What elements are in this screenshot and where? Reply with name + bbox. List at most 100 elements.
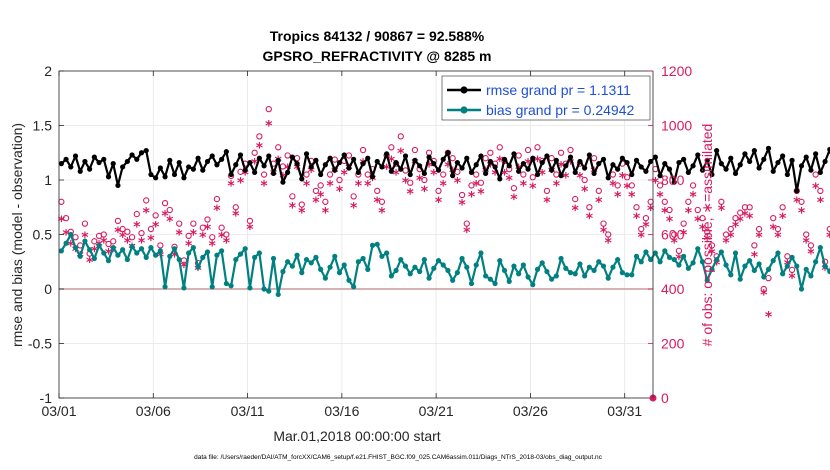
bias-point <box>110 244 116 251</box>
obs-possible-point <box>223 231 230 238</box>
obs-possible-point <box>600 220 607 227</box>
rmse-point <box>440 156 446 162</box>
bias-point <box>228 283 234 289</box>
obs-possible-point <box>666 206 673 214</box>
bias-point <box>96 242 102 248</box>
obs-possible-point <box>275 144 282 151</box>
bias-point <box>798 286 805 292</box>
rmse-point <box>544 153 550 159</box>
bias-point <box>817 244 823 251</box>
bias-point <box>718 249 724 255</box>
y-tick-label: 2 <box>44 63 52 79</box>
x-tick-label: 03/16 <box>324 403 359 419</box>
obs-assimilated-point: * <box>463 225 471 241</box>
obs-assimilated-point: * <box>751 249 759 265</box>
rmse-point <box>360 161 366 167</box>
obs-possible-point <box>421 176 428 184</box>
obs-possible-point <box>232 204 239 211</box>
obs-assimilated-point: * <box>543 195 551 211</box>
obs-possible-point <box>817 187 824 195</box>
obs-assimilated-point: * <box>312 195 320 211</box>
rmse-point <box>454 159 460 166</box>
obs-possible-point <box>213 195 221 203</box>
rmse-point <box>666 166 673 172</box>
rmse-point <box>572 169 578 175</box>
rmse-point <box>303 151 310 157</box>
obs-assimilated-point: * <box>105 247 113 263</box>
bias-point <box>289 263 295 269</box>
bias-point <box>544 268 550 275</box>
legend: rmse grand pr = 1.1311 bias grand pr = 0… <box>441 75 651 121</box>
rmse-point <box>761 156 767 162</box>
bias-point <box>690 260 696 266</box>
obs-possible-point <box>143 197 150 204</box>
rmse-point <box>280 179 286 185</box>
obs-possible-point <box>708 242 716 249</box>
obs-possible-point <box>765 274 772 282</box>
obs-assimilated-point: * <box>194 263 202 279</box>
rmse-point <box>365 155 371 161</box>
obs-assimilated-point: * <box>666 214 674 230</box>
bias-point <box>261 286 267 292</box>
obs-assimilated-point: * <box>704 233 712 249</box>
obs-possible-point <box>458 191 466 199</box>
obs-assimilated-point: * <box>708 247 716 263</box>
bias-point <box>138 246 145 252</box>
obs-assimilated-point: * <box>124 236 132 252</box>
obs-possible-point <box>317 182 324 189</box>
obs-assimilated-point: * <box>378 206 386 222</box>
obs-assimilated-point: * <box>727 230 735 246</box>
bias-point <box>699 259 706 265</box>
obs-assimilated-point: * <box>760 287 768 303</box>
rmse-point <box>214 162 220 168</box>
obs-assimilated-point: * <box>204 222 212 238</box>
rmse-point <box>148 171 154 178</box>
obs-possible-point <box>284 152 291 159</box>
obs-possible-point <box>746 204 753 211</box>
bias-point <box>171 246 178 252</box>
bias-point <box>308 260 314 266</box>
rmse-point <box>294 161 300 167</box>
obs-possible-point <box>124 228 131 235</box>
obs-possible-point <box>138 229 145 237</box>
y2-tick-label: 0 <box>661 390 669 406</box>
rmse-point <box>643 168 649 174</box>
bias-point <box>577 261 583 267</box>
obs-possible-point <box>770 214 777 222</box>
x-tick-label: 03/01 <box>41 403 76 419</box>
rmse-point <box>681 156 687 162</box>
rmse-point <box>813 151 819 157</box>
y-tick-label: 1.5 <box>33 118 53 134</box>
bias-point <box>539 260 545 266</box>
bias-point <box>336 270 343 276</box>
obs-assimilated-point: * <box>807 247 815 263</box>
rmse-point <box>96 159 102 166</box>
obs-assimilated-point: * <box>369 173 377 189</box>
rmse-point <box>308 164 314 170</box>
rmse-point <box>525 166 531 172</box>
rmse-point <box>765 145 772 151</box>
obs-possible-point <box>402 167 409 174</box>
obs-assimilated-point: * <box>185 238 193 254</box>
obs-possible-point <box>105 240 112 248</box>
obs-possible-point <box>727 225 734 233</box>
rmse-point <box>384 151 390 157</box>
bias-point <box>176 256 182 263</box>
rmse-point <box>247 159 253 166</box>
obs-possible-point <box>812 171 819 178</box>
bias-point <box>445 267 451 274</box>
bias-point <box>468 280 475 287</box>
rmse-point <box>723 166 729 172</box>
bias-point <box>808 273 814 279</box>
legend-bias-label: bias grand pr = 0.24942 <box>486 102 634 118</box>
bias-point <box>473 262 479 268</box>
obs-possible-point <box>256 133 263 140</box>
obs-possible-point <box>218 224 225 231</box>
obs-possible-point <box>675 247 683 254</box>
obs-assimilated-point: * <box>350 200 358 216</box>
obs-assimilated-point: * <box>100 236 108 252</box>
obs-assimilated-point: * <box>496 154 504 170</box>
obs-assimilated-point: * <box>218 230 226 246</box>
bias-point <box>534 266 541 272</box>
bias-point <box>247 285 253 291</box>
